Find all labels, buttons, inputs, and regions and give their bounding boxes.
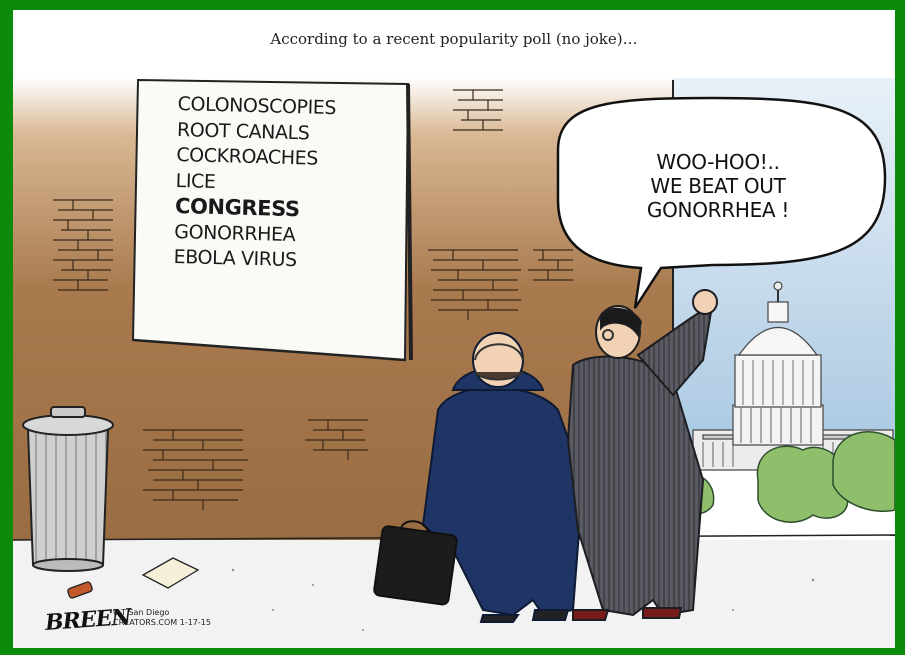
cartoon-panel: According to a recent popularity poll (n…	[13, 10, 895, 648]
trash-can	[22, 406, 114, 572]
cartoon-caption: According to a recent popularity poll (n…	[270, 30, 638, 48]
credit-line: CREATORS.COM 1-17-15	[113, 618, 211, 627]
speech-bubble	[556, 96, 887, 309]
brick-marks	[53, 89, 573, 510]
speech-line: WOO-HOO!..	[656, 150, 780, 174]
briefcase	[373, 520, 458, 606]
speech-line: WE BEAT OUT	[650, 174, 786, 198]
credit-line: U-T San Diego	[113, 608, 170, 617]
cartoon-illustration	[13, 78, 895, 648]
speech-bubble-text: WOO-HOO!.. WE BEAT OUT GONORRHEA !	[588, 150, 848, 222]
publication-credit: U-T San Diego CREATORS.COM 1-17-15	[113, 608, 211, 628]
litter	[67, 557, 200, 599]
right-man	[566, 289, 718, 621]
speech-line: GONORRHEA !	[646, 198, 790, 222]
poll-list: COLONOSCOPIES ROOT CANALS COCKROACHES LI…	[173, 92, 398, 276]
left-man	[421, 332, 585, 623]
